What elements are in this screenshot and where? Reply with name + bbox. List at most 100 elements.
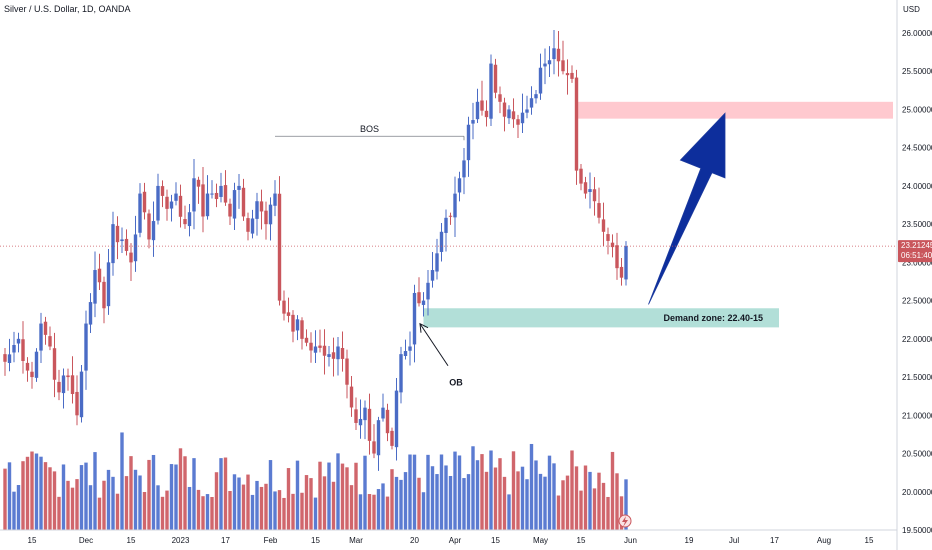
candle-body [484,110,489,118]
x-tick-label: 15 [311,536,320,545]
candle-body [403,351,408,357]
candle-body [493,64,498,93]
volume-bar [430,466,435,530]
ob-pointer-line[interactable] [419,323,449,367]
volume-bar [309,478,313,530]
candle-body [142,191,147,213]
volume-bar [70,487,75,530]
candle-body [363,407,367,421]
volume-bar [453,451,457,530]
candle-body [201,184,205,217]
y-tick-label: 25.50000 [902,67,932,76]
y-tick-label: 21.00000 [902,411,932,420]
candle-body [453,193,457,218]
volume-bar [196,489,201,530]
volume-bar [264,483,268,530]
candle-body [30,371,34,378]
volume-bar [606,496,610,530]
candle-body [421,300,426,305]
candle-body [579,168,583,184]
candle-body [592,189,597,202]
volume-bar [160,496,165,530]
candle-body [160,186,165,196]
volume-bar [529,443,534,530]
candle-body [192,178,196,212]
volume-bar [282,497,286,530]
y-tick-label: 20.00000 [902,488,932,497]
candle-body [390,430,394,446]
candle-body [183,219,187,225]
x-tick-label: Aug [817,536,831,545]
x-tick-label: 2023 [172,536,190,545]
candle-body [412,292,417,345]
volume-bar [376,489,381,530]
x-tick-label: 15 [127,536,136,545]
candle-body [282,300,286,314]
volume-bar [394,476,399,530]
candle-body [97,268,102,283]
volume-bar [381,483,385,530]
volume-bar [156,485,160,530]
candle-body [219,185,223,197]
x-tick-label: 15 [28,536,37,545]
chart-title: Silver / U.S. Dollar, 1D, OANDA [4,4,131,14]
volume-bar [565,475,570,530]
volume-bar [574,466,579,530]
volume-bar [412,454,417,530]
candle-body [75,391,79,416]
countdown-label: 06:51:40 [901,251,932,260]
volume-bar [3,468,7,530]
candle-body [498,94,502,102]
candle-body [448,215,453,217]
candle-body [120,239,124,242]
volume-bar [7,462,12,530]
volume-bar [570,450,574,530]
candle-body [507,109,511,119]
candles-layer [3,29,628,471]
y-tick-label: 23.00000 [902,258,932,267]
volume-bar [322,476,327,530]
candle-body [597,203,601,218]
candle-body [556,48,561,62]
volume-bar [538,473,543,530]
volume-bar [615,473,619,530]
volume-bar [448,475,453,530]
volume-bar [291,493,295,530]
x-tick-label: 20 [410,536,419,545]
supply-zone[interactable] [576,101,894,119]
y-axis[interactable]: USD 26.00000 25.50000 25.00000 24.50000 24.0… [896,0,932,550]
volume-bar [439,454,444,530]
bos-label: BOS [360,124,379,134]
volume-bar [349,485,354,530]
volume-bar [21,461,25,530]
candle-body [570,72,574,79]
volume-bar [300,492,304,530]
volume-bar [66,480,70,530]
candle-body [610,242,615,248]
candle-body [93,270,97,304]
zones-layer: Demand zone: 22.40-15 [423,101,894,328]
x-axis[interactable]: 15 Dec 15 2023 17 Feb 15 Mar 20 Apr 15 May 15 Jun 19 Ju… [0,529,897,545]
demand-zone[interactable] [423,308,780,328]
ob-pointer-head [419,322,429,333]
volume-bar [408,454,412,530]
candle-body [259,201,264,212]
volume-bar [363,455,367,530]
candle-body [39,323,43,351]
candle-body [228,203,232,217]
volume-bar [372,494,376,530]
candle-body [196,179,201,187]
volume-bar [133,469,138,530]
candle-body [102,281,106,309]
volume-bar [124,476,129,530]
candle-body [462,160,466,178]
projection-arrow[interactable] [648,112,726,305]
volume-bar [34,453,39,530]
candle-body [129,252,133,263]
candle-body [223,185,228,203]
volume-bar [84,462,88,530]
volume-bar [511,451,516,530]
volume-bar [327,462,331,530]
lightning-icon[interactable] [618,514,632,528]
